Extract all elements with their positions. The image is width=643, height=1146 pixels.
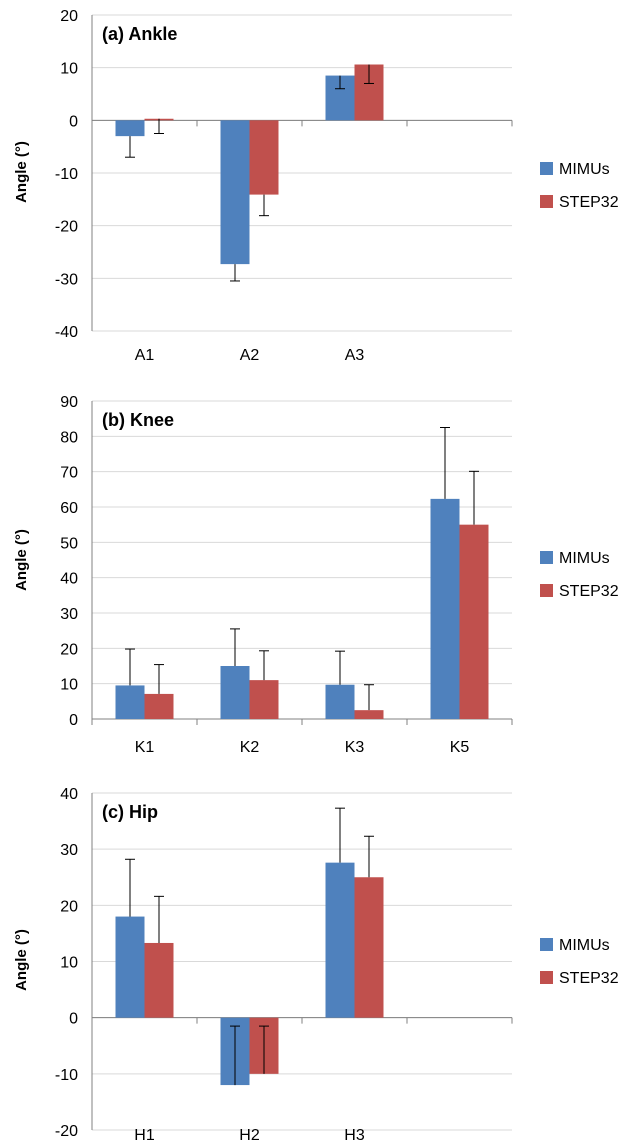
y-tick-label: 20 (60, 898, 78, 915)
bar-mimus-h3 (325, 862, 355, 1018)
x-tick-label: A1 (135, 347, 155, 364)
x-tick-label: H2 (239, 1127, 260, 1144)
x-tick-label: H1 (134, 1127, 155, 1144)
legend-label-step32: STEP32 (559, 583, 619, 600)
bar-mimus-k3 (325, 684, 355, 719)
y-tick-label: 10 (60, 955, 78, 972)
bar-step32-h3 (354, 877, 384, 1018)
x-tick-label: K5 (450, 739, 470, 756)
x-tick-label: A2 (240, 347, 260, 364)
y-tick-label: 30 (60, 606, 78, 623)
y-tick-label: -10 (55, 1067, 78, 1084)
legend-swatch-mimus (540, 551, 553, 564)
y-tick-label: 40 (60, 571, 78, 588)
x-tick-label: A3 (345, 347, 365, 364)
bar-mimus-k2 (220, 666, 250, 719)
y-tick-label: -20 (55, 1123, 78, 1140)
legend-label-step32: STEP32 (559, 970, 619, 987)
y-tick-label: 70 (60, 465, 78, 482)
bar-mimus-a2 (220, 120, 250, 265)
y-tick-label: 50 (60, 535, 78, 552)
y-axis-label: Angle (°) (13, 929, 30, 991)
y-tick-label: 0 (69, 113, 78, 130)
bar-mimus-k5 (430, 498, 460, 719)
bar-step32-k1 (144, 693, 174, 719)
legend-label-mimus: MIMUs (559, 161, 610, 178)
y-tick-label: 10 (60, 677, 78, 694)
legend-swatch-mimus (540, 938, 553, 951)
x-tick-label: K3 (345, 739, 365, 756)
bar-step32-k5 (459, 524, 489, 719)
chart-title: (a) Ankle (102, 24, 177, 44)
legend-label-mimus: MIMUs (559, 937, 610, 954)
y-tick-label: -20 (55, 219, 78, 236)
y-tick-label: 10 (60, 61, 78, 78)
x-tick-label: K1 (135, 739, 155, 756)
x-tick-label: K2 (240, 739, 260, 756)
y-tick-label: -10 (55, 166, 78, 183)
legend-swatch-step32 (540, 584, 553, 597)
bar-step32-k2 (249, 680, 279, 719)
chart-panel-3: 40 30 20 10 0 -10 -20 H1 H2 H3 (c) Hip Angle (°) MIM… (13, 786, 619, 1144)
y-tick-label: 20 (60, 641, 78, 658)
y-tick-label: 40 (60, 786, 78, 803)
bar-step32-a2 (249, 120, 279, 195)
y-tick-label: -30 (55, 271, 78, 288)
y-tick-label: 90 (60, 394, 78, 411)
legend-swatch-mimus (540, 162, 553, 175)
y-tick-label: 80 (60, 429, 78, 446)
y-tick-label: 30 (60, 842, 78, 859)
chart-title: (b) Knee (102, 410, 174, 430)
bar-step32-h1 (144, 942, 174, 1018)
chart-panel-2: 90 80 70 60 50 40 30 20 10 0 K1 K2 K3 K5 (b) Knee Angle… (13, 394, 619, 756)
y-tick-label: 20 (60, 8, 78, 25)
legend-label-mimus: MIMUs (559, 550, 610, 567)
y-tick-label: 0 (69, 712, 78, 729)
bar-mimus-a1 (115, 120, 145, 137)
legend-label-step32: STEP32 (559, 194, 619, 211)
y-axis-label: Angle (°) (13, 529, 30, 591)
bar-mimus-k1 (115, 685, 145, 719)
bar-mimus-h1 (115, 916, 145, 1018)
y-tick-label: -40 (55, 324, 78, 341)
legend-swatch-step32 (540, 195, 553, 208)
bar-step32-k3 (354, 710, 384, 719)
y-axis-label: Angle (°) (13, 141, 30, 203)
chart-panel-1: 20 10 0 -10 -20 -30 -40 A1 A2 A3 (a) Ankle Angle (°… (13, 8, 619, 364)
y-tick-label: 0 (69, 1011, 78, 1028)
chart-title: (c) Hip (102, 802, 158, 822)
legend-swatch-step32 (540, 971, 553, 984)
x-tick-label: H3 (344, 1127, 365, 1144)
y-tick-label: 60 (60, 500, 78, 517)
